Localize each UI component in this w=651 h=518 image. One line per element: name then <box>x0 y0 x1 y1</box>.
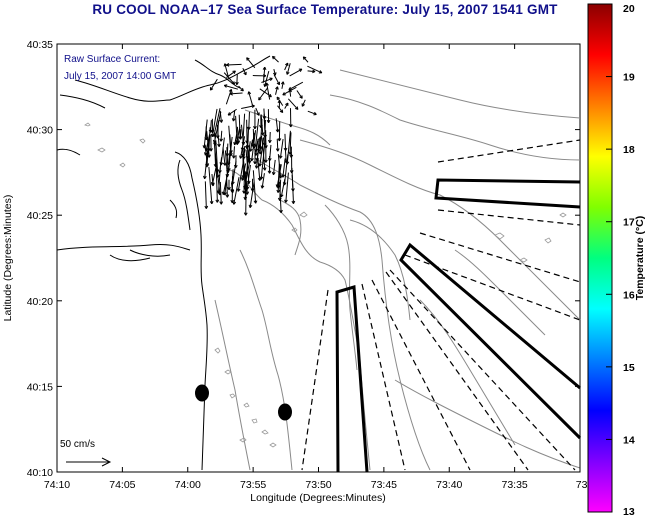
colorbar-ticks: 20 19 18 17 16 15 14 13 <box>606 3 635 518</box>
dashed-transects <box>301 139 581 471</box>
x-tick-labels: 74:10 74:05 74:00 73:55 73:50 73:45 73:40 73:35… <box>44 479 597 491</box>
lease-area-outlines <box>335 178 582 473</box>
y-tick-labels: 40:35 40:30 40:25 40:20 40:15 40:10 <box>27 39 53 479</box>
y-tick-label: 40:35 <box>27 39 53 51</box>
colorbar <box>587 3 613 513</box>
x-tick-label: 73:35 <box>501 479 527 491</box>
scale-arrow <box>66 457 112 467</box>
x-tick-label: 73:40 <box>436 479 462 491</box>
colorbar-tick-label: 19 <box>623 72 635 84</box>
map-frame <box>56 43 581 473</box>
x-tick-label: 74:05 <box>109 479 135 491</box>
x-tick-label: 73:45 <box>371 479 397 491</box>
y-tick-label: 40:10 <box>27 467 53 479</box>
y-tick-label: 40:30 <box>27 125 53 137</box>
legend-line2: July 15, 2007 14:00 GMT <box>64 71 176 82</box>
small-contour-fragments <box>84 122 567 448</box>
colorbar-tick-label: 16 <box>623 289 635 301</box>
colorbar-label: Temperature (°C) <box>634 216 646 301</box>
colorbar-tick-label: 17 <box>623 217 635 229</box>
y-tick-label: 40:25 <box>27 210 53 222</box>
colorbar-tick-label: 15 <box>623 362 635 374</box>
y-tick-label: 40:15 <box>27 381 53 393</box>
legend-line1: Raw Surface Current: <box>64 54 160 65</box>
axis-ticks <box>56 43 581 473</box>
x-axis-label: Longitude (Degrees:Minutes) <box>250 492 385 504</box>
scale-label: 50 cm/s <box>60 439 95 450</box>
mooring-marker <box>278 403 292 421</box>
x-tick-label: 74:10 <box>44 479 70 491</box>
colorbar-tick-label: 20 <box>623 3 635 15</box>
x-tick-label: 73:50 <box>305 479 331 491</box>
colorbar-tick-label: 18 <box>623 144 635 156</box>
mooring-marker <box>195 384 209 402</box>
map-title: RU COOL NOAA–17 Sea Surface Temperature:… <box>92 2 558 17</box>
y-axis-label: Latitude (Degrees:Minutes) <box>2 195 14 322</box>
x-tick-label: 73:55 <box>240 479 266 491</box>
x-tick-label: 74:00 <box>175 479 201 491</box>
current-vectors <box>202 55 323 216</box>
colorbar-tick-label: 13 <box>623 506 635 518</box>
y-tick-label: 40:20 <box>27 296 53 308</box>
colorbar-tick-label: 14 <box>623 434 635 446</box>
